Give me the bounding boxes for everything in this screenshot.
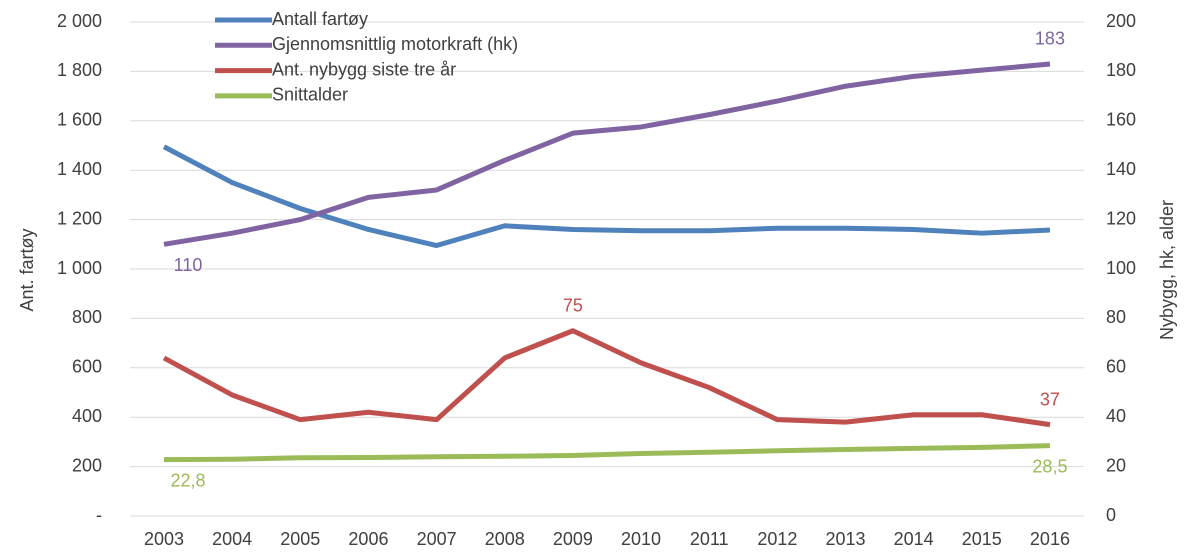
y-tick-label: 2 000 xyxy=(57,11,102,31)
y2-tick-label: 180 xyxy=(1106,60,1136,80)
legend-label: Antall fartøy xyxy=(272,9,368,29)
x-tick-label: 2004 xyxy=(212,529,252,549)
x-tick-label: 2011 xyxy=(690,529,729,549)
y2-axis-label: Nybygg, hk, alder xyxy=(1157,200,1177,340)
data-label: 22,8 xyxy=(170,470,205,490)
y-tick-label: 1 200 xyxy=(57,208,102,228)
legend-label: Snittalder xyxy=(272,85,348,105)
x-tick-label: 2013 xyxy=(825,529,865,549)
y-tick-label: 1 400 xyxy=(57,159,102,179)
legend-label: Ant. nybygg siste tre år xyxy=(272,59,456,79)
y2-tick-label: 120 xyxy=(1106,208,1136,228)
x-tick-label: 2010 xyxy=(621,529,661,549)
y-tick-label: 1 800 xyxy=(57,60,102,80)
y-tick-label: 800 xyxy=(72,307,102,327)
x-tick-label: 2006 xyxy=(348,529,388,549)
y-tick-label: 600 xyxy=(72,357,102,377)
legend-label: Gjennomsnittlig motorkraft (hk) xyxy=(272,34,518,54)
x-tick-label: 2007 xyxy=(417,529,457,549)
y2-tick-label: 160 xyxy=(1106,110,1136,130)
y-tick-label: 1 600 xyxy=(57,110,102,130)
y2-tick-label: 40 xyxy=(1106,406,1126,426)
series-line xyxy=(163,443,1051,463)
data-label: 37 xyxy=(1040,389,1060,409)
series-line xyxy=(162,144,1051,249)
data-label: 183 xyxy=(1035,29,1065,49)
y2-tick-label: 60 xyxy=(1106,357,1126,377)
data-label: 110 xyxy=(174,255,203,275)
x-tick-label: 2008 xyxy=(485,529,525,549)
y-tick-label: 200 xyxy=(72,455,102,475)
x-tick-label: 2012 xyxy=(757,529,797,549)
y-tick-label: 400 xyxy=(72,406,102,426)
y2-tick-label: 80 xyxy=(1106,307,1126,327)
data-label: 28,5 xyxy=(1032,456,1067,476)
series-line xyxy=(163,61,1051,247)
y-axis-label: Ant. fartøy xyxy=(17,228,37,311)
y2-tick-label: 0 xyxy=(1106,505,1116,525)
x-tick-label: 2015 xyxy=(962,529,1002,549)
x-tick-label: 2014 xyxy=(894,529,934,549)
y-tick-label: - xyxy=(96,505,102,525)
y2-tick-label: 20 xyxy=(1106,455,1126,475)
y-tick-label: 1 000 xyxy=(57,258,102,278)
data-label: 75 xyxy=(563,296,583,316)
y2-tick-label: 200 xyxy=(1106,11,1136,31)
x-tick-label: 2005 xyxy=(280,529,320,549)
series-line xyxy=(162,328,1051,428)
x-tick-label: 2016 xyxy=(1030,529,1070,549)
y2-tick-label: 100 xyxy=(1106,258,1136,278)
x-tick-label: 2009 xyxy=(553,529,593,549)
x-tick-label: 2003 xyxy=(144,529,184,549)
y2-tick-label: 140 xyxy=(1106,159,1136,179)
